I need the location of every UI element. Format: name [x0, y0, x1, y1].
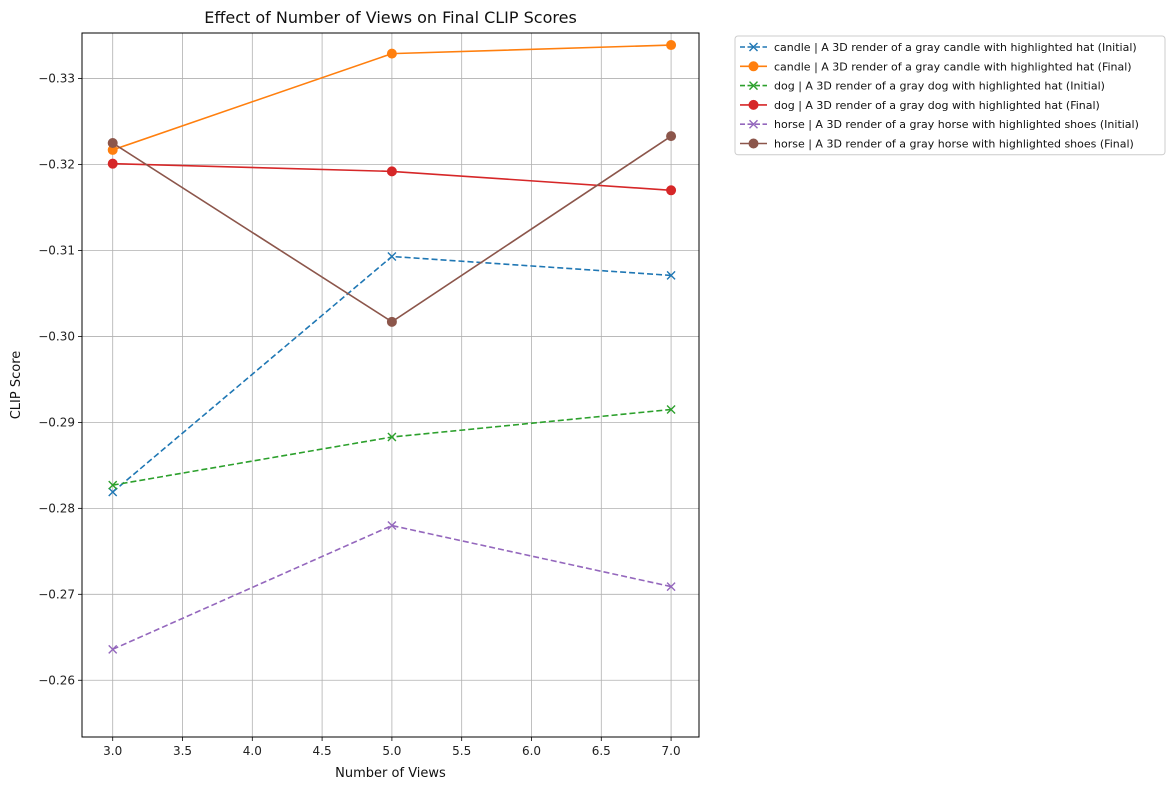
legend-swatch-marker: [748, 61, 759, 72]
data-point: [107, 138, 118, 149]
y-tick-label: −0.33: [38, 72, 75, 86]
data-point: [387, 251, 397, 261]
data-point: [666, 405, 676, 414]
x-tick-label: 5.0: [382, 744, 401, 758]
y-axis-ticks: −0.26 −0.27 −0.28 −0.29 −0.30 −0.31 −0.32 −0.33: [38, 72, 82, 687]
data-point: [386, 48, 397, 59]
data-point: [387, 432, 397, 442]
legend-label: horse | A 3D render of a gray horse with…: [774, 138, 1134, 151]
legend-item: candle | A 3D render of a gray candle wi…: [740, 41, 1137, 54]
y-tick-label: −0.28: [38, 501, 75, 515]
data-point: [108, 487, 118, 497]
series-line: [112, 524, 672, 651]
series-0: [108, 251, 676, 497]
plot-series: [107, 40, 677, 654]
series-3: [107, 158, 677, 196]
legend-label: dog | A 3D render of a gray dog with hig…: [774, 99, 1100, 112]
legend-item: horse | A 3D render of a gray horse with…: [740, 138, 1134, 151]
plot-frame: [81, 32, 700, 738]
legend-label: candle | A 3D render of a gray candle wi…: [774, 60, 1132, 73]
grid-lines: [82, 33, 699, 737]
chart-title: Effect of Number of Views on Final CLIP …: [204, 8, 577, 27]
legend-item: candle | A 3D render of a gray candle wi…: [740, 60, 1132, 73]
legend: candle | A 3D render of a gray candle wi…: [734, 35, 1166, 156]
y-tick-label: −0.26: [38, 673, 75, 687]
series-5: [107, 131, 677, 327]
legend-swatch-marker: [749, 42, 758, 52]
legend-box: [734, 35, 1166, 156]
legend-label: horse | A 3D render of a gray horse with…: [774, 118, 1139, 131]
legend-swatch-marker: [748, 99, 759, 110]
series-1: [107, 40, 677, 155]
data-point: [386, 166, 397, 177]
x-tick-label: 7.0: [662, 744, 681, 758]
data-point: [387, 521, 397, 531]
y-axis-title: CLIP Score: [9, 351, 24, 420]
x-tick-label: 3.0: [103, 744, 122, 758]
data-point: [108, 644, 118, 654]
y-tick-label: −0.29: [38, 415, 75, 429]
legend-item: horse | A 3D render of a gray horse with…: [740, 118, 1139, 131]
data-point: [666, 582, 676, 592]
data-point: [386, 316, 397, 327]
legend-swatch-marker: [748, 138, 759, 149]
y-tick-label: −0.30: [38, 329, 75, 343]
data-point: [107, 158, 118, 169]
x-tick-label: 4.0: [243, 744, 262, 758]
data-point: [666, 185, 677, 196]
x-tick-label: 3.5: [173, 744, 192, 758]
x-axis-title: Number of Views: [335, 766, 446, 781]
x-tick-label: 4.5: [313, 744, 332, 758]
data-point: [666, 40, 677, 51]
data-point: [666, 131, 677, 142]
y-tick-label: −0.31: [38, 243, 75, 257]
series-2: [108, 405, 676, 490]
x-tick-label: 6.0: [522, 744, 541, 758]
series-4: [108, 521, 676, 654]
x-tick-label: 5.5: [452, 744, 471, 758]
legend-item: dog | A 3D render of a gray dog with hig…: [740, 80, 1105, 93]
x-tick-label: 6.5: [592, 744, 611, 758]
data-point: [666, 270, 676, 280]
x-axis-ticks: 3.0 3.5 4.0 4.5 5.0 5.5 6.0 6.5 7.0: [103, 737, 681, 758]
legend-label: candle | A 3D render of a gray candle wi…: [774, 41, 1137, 54]
legend-item: dog | A 3D render of a gray dog with hig…: [740, 99, 1100, 112]
legend-label: dog | A 3D render of a gray dog with hig…: [774, 80, 1105, 93]
legend-swatch-marker: [749, 81, 758, 91]
y-tick-label: −0.27: [38, 587, 75, 601]
legend-swatch-marker: [749, 119, 758, 129]
y-tick-label: −0.32: [38, 158, 75, 172]
data-point: [108, 480, 118, 490]
